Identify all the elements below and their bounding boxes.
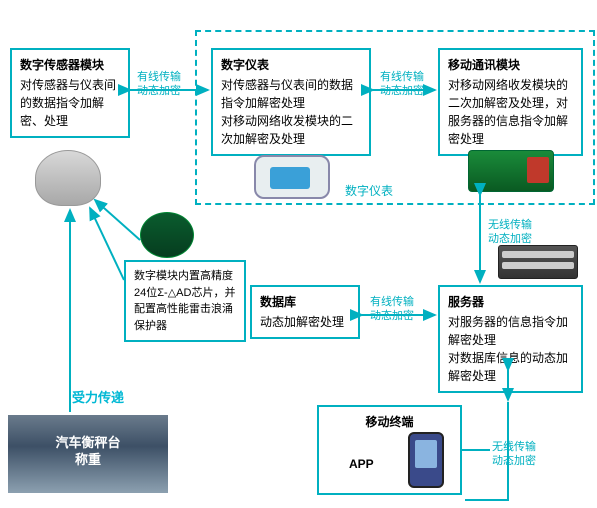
- edge-sensor-indicator: 有线传输 动态加密: [137, 70, 181, 99]
- node-terminal-app: APP: [349, 455, 374, 473]
- truck-image: 汽车衡秤台 称重: [8, 415, 168, 493]
- indicator-group-label: 数字仪表: [345, 182, 393, 199]
- server-image: [498, 245, 578, 279]
- indicator-image: [254, 155, 330, 199]
- node-server: 服务器 对服务器的信息指令加解密处理 对数据库信息的动态加解密处理: [438, 285, 583, 393]
- node-mobile-body: 对移动网络收发模块的二次加解密及处理，对服务器的信息指令加解密处理: [448, 78, 568, 146]
- edge-db-server: 有线传输 动态加密: [370, 295, 414, 324]
- node-terminal-title: 移动终端: [327, 413, 452, 431]
- edge-force-transfer: 受力传递: [72, 390, 124, 407]
- pcb-image: [140, 212, 194, 258]
- comm-module-image: [468, 150, 554, 192]
- edge-terminal-server: 无线传输 动态加密: [492, 440, 536, 469]
- node-server-title: 服务器: [448, 293, 573, 311]
- truck-label-2: 称重: [8, 452, 168, 469]
- node-sensor-body: 对传感器与仪表间的数据指令加解密、处理: [20, 78, 116, 128]
- truck-label-1: 汽车衡秤台: [8, 435, 168, 452]
- node-server-body: 对服务器的信息指令加解密处理 对数据库信息的动态加解密处理: [448, 315, 568, 383]
- node-sensor: 数字传感器模块 对传感器与仪表间的数据指令加解密、处理: [10, 48, 130, 138]
- node-indicator: 数字仪表 对传感器与仪表间的数据指令加解密处理 对移动网络收发模块的二次加解密及…: [211, 48, 371, 156]
- node-db-title: 数据库: [260, 293, 350, 311]
- node-sensor-title: 数字传感器模块: [20, 56, 120, 74]
- phone-image: [408, 432, 444, 488]
- system-diagram: 数字仪表 数字传感器模块 对传感器与仪表间的数据指令加解密、处理 数字仪表 对传…: [0, 0, 597, 508]
- edge-mobile-server: 无线传输 动态加密: [488, 218, 532, 247]
- node-mobile: 移动通讯模块 对移动网络收发模块的二次加解密及处理，对服务器的信息指令加解密处理: [438, 48, 583, 156]
- node-mobile-title: 移动通讯模块: [448, 56, 573, 74]
- node-db: 数据库 动态加解密处理: [250, 285, 360, 339]
- node-db-body: 动态加解密处理: [260, 315, 344, 329]
- edge-indicator-mobile: 有线传输 动态加密: [380, 70, 424, 99]
- node-indicator-title: 数字仪表: [221, 56, 361, 74]
- load-cell-image: [35, 150, 101, 206]
- node-indicator-body: 对传感器与仪表间的数据指令加解密处理 对移动网络收发模块的二次加解密及处理: [221, 78, 353, 146]
- node-module-note: 数字模块内置高精度24位Σ-△AD芯片，并配置高性能雷击浪涌保护器: [124, 260, 246, 342]
